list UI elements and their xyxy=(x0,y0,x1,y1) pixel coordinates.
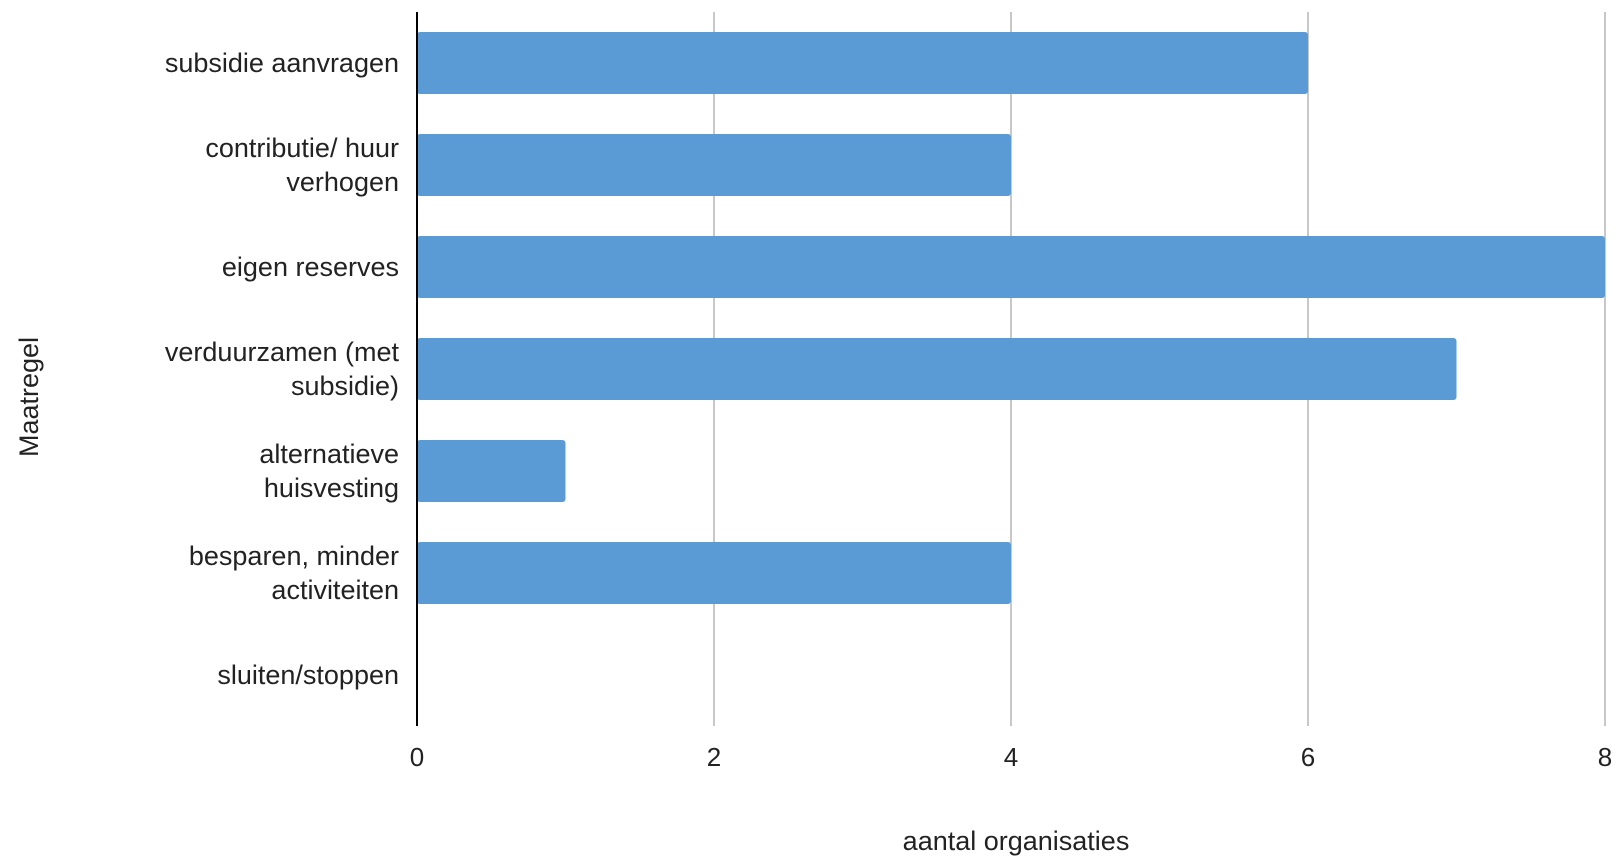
category-label-6: sluiten/stoppen xyxy=(217,660,399,690)
bar-2 xyxy=(417,236,1605,298)
category-labels: subsidie aanvragen contributie/ huur verho… xyxy=(165,48,400,690)
category-label-line: verhogen xyxy=(286,167,399,197)
category-label-3: verduurzamen (met subsidie) xyxy=(165,337,400,401)
category-label-0: subsidie aanvragen xyxy=(165,48,399,78)
bar-5 xyxy=(417,542,1011,604)
x-tick-label-6: 6 xyxy=(1301,742,1315,772)
category-label-line: sluiten/stoppen xyxy=(217,660,399,690)
x-tick-label-8: 8 xyxy=(1598,742,1612,772)
category-label-1: contributie/ huur verhogen xyxy=(205,133,399,197)
category-label-line: besparen, minder xyxy=(189,541,399,571)
category-label-4: alternatieve huisvesting xyxy=(259,439,399,503)
category-label-line: eigen reserves xyxy=(222,252,399,282)
category-label-line: huisvesting xyxy=(264,473,399,503)
bar-0 xyxy=(417,32,1308,94)
x-axis-title: aantal organisaties xyxy=(903,826,1130,856)
x-tick-label-4: 4 xyxy=(1004,742,1018,772)
x-tick-labels: 0 2 4 6 8 xyxy=(410,742,1612,772)
bar-1 xyxy=(417,134,1011,196)
category-label-line: subsidie aanvragen xyxy=(165,48,399,78)
bars xyxy=(417,32,1605,604)
bar-3 xyxy=(417,338,1457,400)
y-axis-title: Maatregel xyxy=(14,337,44,457)
category-label-line: verduurzamen (met xyxy=(165,337,400,367)
bar-4 xyxy=(417,440,566,502)
category-label-5: besparen, minder activiteiten xyxy=(189,541,399,605)
category-label-line: subsidie) xyxy=(291,371,399,401)
x-tick-label-0: 0 xyxy=(410,742,424,772)
x-tick-label-2: 2 xyxy=(707,742,721,772)
category-label-line: activiteiten xyxy=(271,575,399,605)
category-label-line: alternatieve xyxy=(259,439,399,469)
category-label-2: eigen reserves xyxy=(222,252,399,282)
category-label-line: contributie/ huur xyxy=(205,133,399,163)
